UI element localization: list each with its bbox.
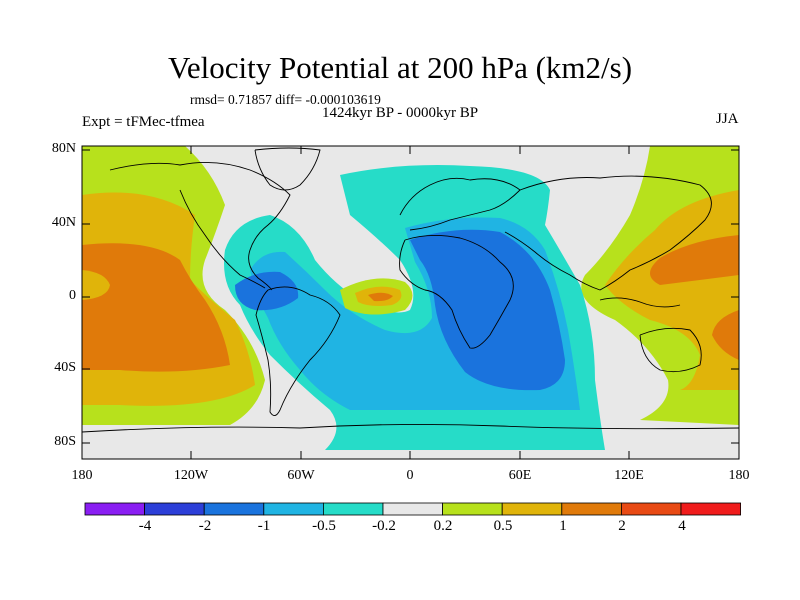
lon-label-180e: 180	[728, 468, 750, 483]
colorbar-label: 1	[559, 518, 567, 534]
coastline-north-america	[109, 161, 291, 291]
colorbar-swatch	[442, 502, 503, 516]
colorbar-swatch	[621, 502, 682, 516]
colorbar-swatch	[322, 502, 384, 516]
coastline-maritime-continent	[599, 297, 681, 308]
lon-label-0: 0	[406, 468, 414, 483]
lon-label-120w: 120W	[173, 468, 209, 483]
colorbar-label: 0.5	[493, 518, 513, 534]
colorbar-swatch	[263, 502, 324, 516]
colorbar-swatch	[561, 502, 622, 516]
lon-label-60e: 60E	[508, 468, 532, 483]
colorbar-label: 0.2	[433, 518, 453, 534]
experiment-label: Expt = tFMec-tfmea	[82, 114, 205, 130]
coastline-asia	[504, 175, 712, 291]
lon-label-180w: 180	[71, 468, 93, 483]
colorbar-swatch	[382, 502, 443, 516]
asia-contour-mid	[605, 190, 739, 390]
west-africa-contour-high	[368, 292, 393, 302]
season-label: JJA	[716, 111, 739, 127]
colorbar-swatch	[501, 502, 563, 516]
lat-label-0: 0	[69, 288, 76, 303]
lat-label-40n: 40N	[51, 215, 76, 230]
colorbar-label: 4	[678, 518, 686, 534]
coastline-antarctica	[82, 423, 739, 433]
colorbar-swatch	[680, 502, 741, 516]
coastline-africa	[399, 235, 514, 349]
colorbar-label: -1	[257, 518, 271, 534]
africa-contour-blue	[410, 229, 565, 391]
period-label: 1424kyr BP - 0000kyr BP	[322, 105, 479, 121]
asia-contour-high-south	[712, 310, 739, 360]
coastline-south-america	[255, 286, 341, 416]
asia-contour-high	[650, 235, 739, 285]
pacific-west-contour-inner	[82, 270, 110, 300]
lon-label-120e: 120E	[614, 468, 644, 483]
coastline-australia	[639, 327, 702, 373]
pacific-west-contour-high	[82, 243, 230, 372]
lat-label-80n: 80N	[51, 141, 76, 156]
coastlines	[82, 147, 739, 433]
map-title: Velocity Potential at 200 hPa (km2/s)	[167, 50, 633, 85]
lat-label-40s: 40S	[54, 360, 76, 375]
coastline-central-america	[179, 189, 266, 289]
tick-marks	[81, 146, 740, 459]
colorbar	[84, 502, 741, 516]
coastline-greenland	[254, 147, 321, 191]
lat-label-80s: 80S	[54, 434, 76, 449]
colorbar-label: -2	[198, 518, 212, 534]
colorbar-swatch	[84, 502, 145, 516]
colorbar-swatch	[144, 502, 205, 516]
colorbar-label: -0.5	[312, 518, 336, 534]
colorbar-label: 2	[618, 518, 626, 534]
colorbar-label: -0.2	[372, 518, 396, 534]
colorbar-swatch	[203, 502, 265, 516]
stats-label: rmsd= 0.71857 diff= -0.000103619	[190, 92, 381, 107]
contour-field	[82, 146, 739, 459]
colorbar-label: -4	[138, 518, 152, 534]
lon-label-60w: 60W	[287, 468, 315, 483]
